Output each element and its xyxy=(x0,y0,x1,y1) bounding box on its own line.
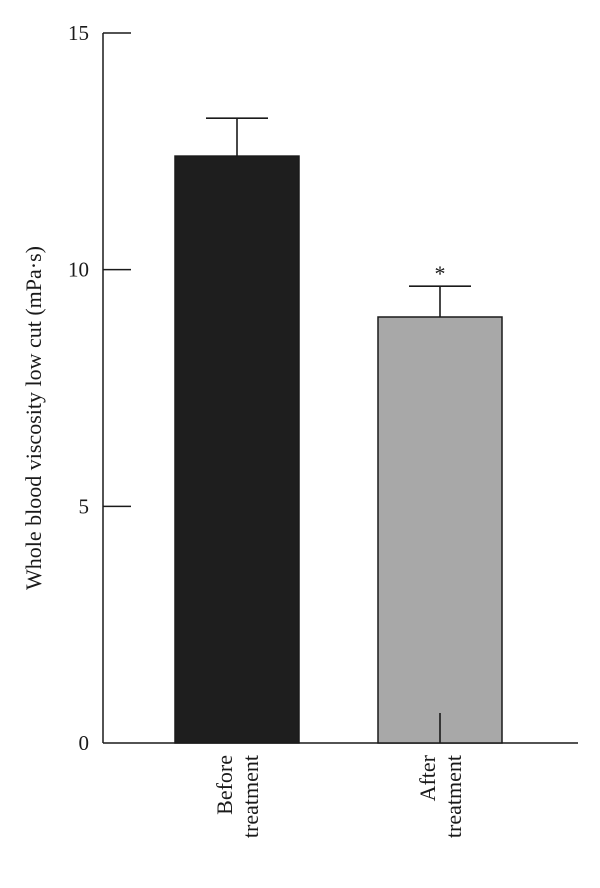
x-tick-label-line: Before xyxy=(212,755,237,815)
y-tick-label: 10 xyxy=(68,258,89,282)
x-tick-label-1: Before treatment xyxy=(212,755,263,838)
y-tick-label: 0 xyxy=(79,731,90,755)
x-tick-label-line: treatment xyxy=(238,755,263,838)
bars: * xyxy=(174,117,503,744)
x-tick-label-line: After xyxy=(415,754,440,801)
x-tick-label-2: After treatment xyxy=(415,754,466,838)
y-axis: 0 5 10 15 xyxy=(68,21,131,755)
bar-1 xyxy=(174,155,300,744)
y-tick-label: 15 xyxy=(68,21,89,45)
significance-marker: * xyxy=(435,261,446,286)
y-axis-title: Whole blood viscosity low cut (mPa·s) xyxy=(21,246,46,590)
bar-2 xyxy=(377,316,503,744)
category-labels: Before treatment After treatment xyxy=(212,754,466,838)
y-tick-label: 5 xyxy=(79,494,90,518)
x-tick-label-line: treatment xyxy=(441,755,466,838)
